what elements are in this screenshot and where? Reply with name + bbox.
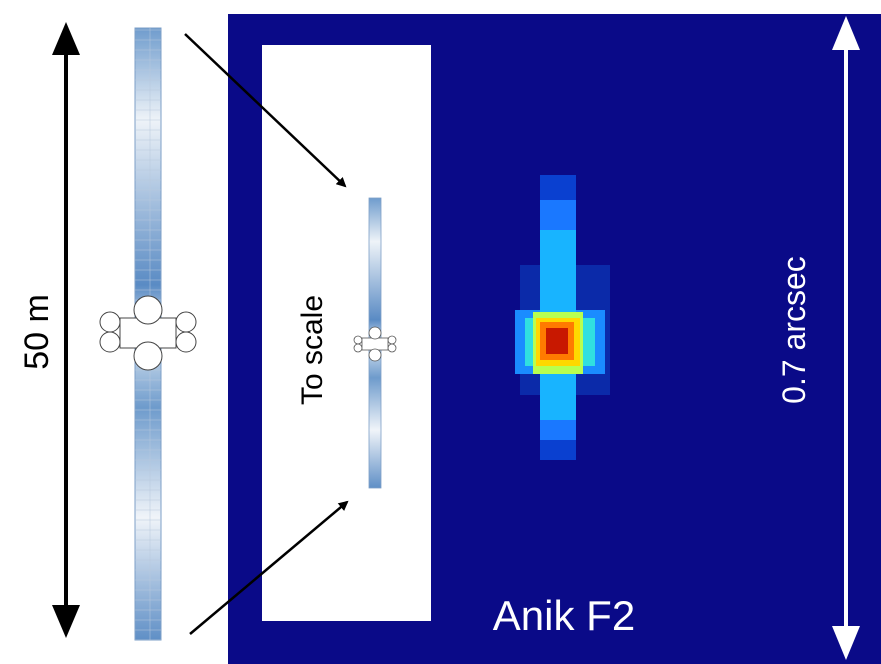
scale-inset [262, 45, 431, 621]
pointer-arrow [189, 500, 349, 635]
size-label: 50 m [18, 294, 56, 370]
angular-size-label: 0.7 arcsec [776, 256, 812, 404]
psf-blob [515, 175, 610, 460]
angular-arrow [832, 16, 860, 660]
satellite-name: Anik F2 [493, 592, 635, 639]
satellite-large [99, 27, 197, 641]
size-arrow [52, 22, 80, 638]
to-scale-label: To scale [296, 295, 329, 405]
pointer-arrow [184, 33, 347, 188]
satellite-small [353, 197, 397, 489]
